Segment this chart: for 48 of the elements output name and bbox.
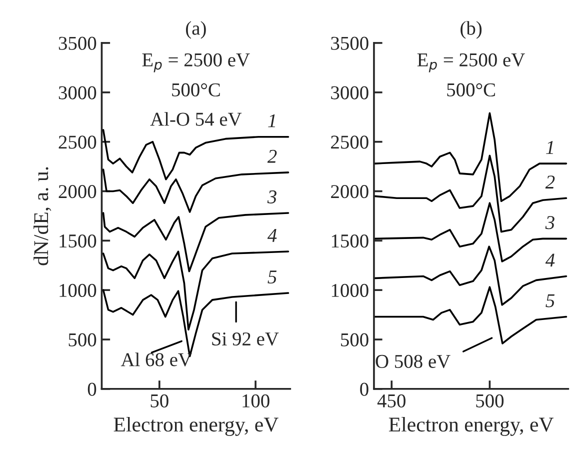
annotation: O 508 eV bbox=[376, 354, 450, 368]
series-label: 4 bbox=[545, 254, 555, 267]
annotation: Al-O 54 eV bbox=[150, 112, 242, 126]
y-tick-label: 500 bbox=[341, 333, 368, 346]
annotation: 500°C bbox=[172, 83, 220, 96]
x-tick-label: 100 bbox=[242, 394, 270, 408]
line-series bbox=[102, 212, 290, 272]
annotation: 500°C bbox=[447, 83, 495, 96]
y-tick-label: 2000 bbox=[58, 185, 96, 198]
line-series bbox=[374, 246, 568, 306]
y-tick-label: 2500 bbox=[331, 136, 368, 149]
series-label: 5 bbox=[268, 270, 277, 284]
annotation: Si 92 eV bbox=[212, 332, 279, 346]
x-tick-label: 50 bbox=[150, 394, 168, 408]
annotation: Al 68 eV bbox=[120, 352, 192, 366]
series-label: 3 bbox=[267, 190, 276, 204]
series-label: 2 bbox=[545, 176, 555, 188]
y-tick-label: 500 bbox=[68, 333, 96, 346]
y-tick-label: 3500 bbox=[331, 36, 368, 50]
line-series bbox=[102, 168, 290, 213]
annotation: E$_{p}$ = 2500 eV bbox=[142, 53, 250, 72]
line-series bbox=[102, 129, 290, 180]
y-tick-label: 2500 bbox=[58, 136, 96, 149]
series-label: 4 bbox=[267, 229, 277, 242]
x-axis-title: Electron energy, eV bbox=[388, 416, 554, 436]
series-label: 5 bbox=[546, 294, 555, 308]
y-tick-label: 0 bbox=[88, 382, 96, 396]
y-tick-label: 1500 bbox=[60, 234, 96, 248]
x-axis-title: Electron energy, eV bbox=[114, 416, 278, 436]
y-tick-label: 1500 bbox=[332, 234, 368, 248]
chart-title: (b) bbox=[460, 21, 482, 39]
series-label: 2 bbox=[267, 150, 277, 163]
x-tick-label: 500 bbox=[476, 394, 504, 408]
y-tick-label: 1000 bbox=[60, 284, 96, 297]
y-axis-title: dN/dE, a. u. bbox=[34, 167, 52, 266]
line-series bbox=[374, 286, 568, 344]
series-label: 3 bbox=[545, 216, 554, 230]
y-tick-label: 3000 bbox=[331, 86, 368, 100]
annotation: E$_{p}$ = 2500 eV bbox=[417, 53, 525, 72]
y-tick-label: 3000 bbox=[58, 86, 96, 100]
chart-title: (a) bbox=[186, 21, 206, 39]
y-tick-label: 3500 bbox=[58, 36, 96, 50]
series-label: 1 bbox=[268, 114, 276, 128]
series-label: 1 bbox=[546, 141, 554, 154]
y-tick-label: 1000 bbox=[332, 284, 368, 297]
y-tick-label: 0 bbox=[360, 382, 368, 396]
y-tick-label: 2000 bbox=[331, 185, 368, 198]
x-tick-label: 450 bbox=[377, 394, 406, 408]
